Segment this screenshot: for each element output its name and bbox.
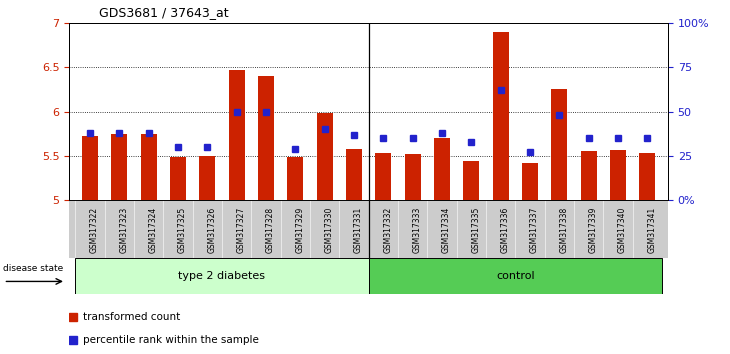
Bar — [199, 156, 215, 200]
Bar — [639, 153, 656, 200]
Text: GSM317333: GSM317333 — [412, 207, 422, 253]
Bar — [434, 138, 450, 200]
Text: GSM317330: GSM317330 — [325, 207, 334, 253]
Text: GSM317325: GSM317325 — [178, 207, 187, 253]
Bar — [317, 113, 333, 200]
Bar — [551, 89, 567, 200]
Bar — [464, 161, 480, 200]
Bar — [493, 32, 509, 200]
Bar — [346, 149, 362, 200]
Text: GSM317338: GSM317338 — [559, 207, 569, 253]
Text: GDS3681 / 37643_at: GDS3681 / 37643_at — [99, 6, 228, 19]
Bar — [580, 152, 597, 200]
Text: GSM317331: GSM317331 — [354, 207, 363, 253]
Bar — [228, 70, 245, 200]
Text: GSM317329: GSM317329 — [296, 207, 304, 253]
Text: GSM317332: GSM317332 — [383, 207, 392, 253]
Text: GSM317341: GSM317341 — [648, 207, 656, 253]
Bar — [258, 76, 274, 200]
Text: GSM317337: GSM317337 — [530, 207, 539, 253]
Text: GSM317340: GSM317340 — [618, 207, 627, 253]
Bar — [404, 154, 420, 200]
Bar — [111, 133, 127, 200]
Text: GSM317328: GSM317328 — [266, 207, 275, 253]
Text: GSM317334: GSM317334 — [442, 207, 451, 253]
Text: type 2 diabetes: type 2 diabetes — [178, 271, 266, 281]
Text: control: control — [496, 271, 534, 281]
Bar — [287, 156, 304, 200]
Text: GSM317323: GSM317323 — [119, 207, 128, 253]
Text: GSM317326: GSM317326 — [207, 207, 216, 253]
Bar — [140, 133, 157, 200]
Bar — [170, 156, 186, 200]
Text: percentile rank within the sample: percentile rank within the sample — [82, 335, 258, 346]
Text: GSM317322: GSM317322 — [90, 207, 99, 253]
Bar — [522, 163, 538, 200]
Bar — [369, 258, 662, 294]
Text: disease state: disease state — [4, 264, 64, 273]
Text: transformed count: transformed count — [82, 312, 180, 322]
Bar — [82, 136, 98, 200]
Text: GSM317335: GSM317335 — [472, 207, 480, 253]
Bar — [75, 258, 369, 294]
Text: GSM317324: GSM317324 — [149, 207, 158, 253]
Text: GSM317339: GSM317339 — [588, 207, 598, 253]
Text: GSM317336: GSM317336 — [501, 207, 510, 253]
Bar — [375, 153, 391, 200]
Bar — [610, 149, 626, 200]
Text: GSM317327: GSM317327 — [237, 207, 245, 253]
